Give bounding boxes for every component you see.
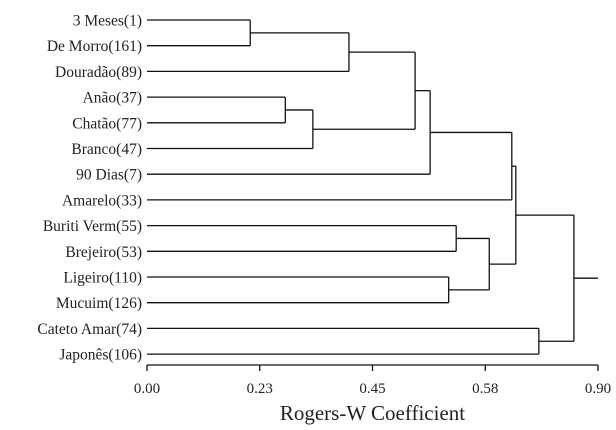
x-axis-ticks: 0.00 0.23 0.45 0.58 0.90 <box>134 365 611 397</box>
leaf-labels: 3 Meses(1) De Morro(161) Douradão(89) Anão(… <box>37 13 142 364</box>
leaf-label: Douradão(89) <box>55 64 142 81</box>
x-tick-label: 0.23 <box>247 381 273 397</box>
leaf-label: 90 Dias(7) <box>76 167 142 184</box>
leaf-label: Cateto Amar(74) <box>37 321 142 338</box>
x-tick-label: 0.45 <box>359 381 385 397</box>
leaf-label: 3 Meses(1) <box>73 13 142 30</box>
leaf-label: Chatão(77) <box>72 115 142 132</box>
x-axis-title: Rogers-W Coefficient <box>280 401 465 425</box>
x-tick-label: 0.90 <box>585 381 611 397</box>
leaf-label: Anão(37) <box>83 90 142 107</box>
leaf-label: Amarelo(33) <box>62 192 142 209</box>
leaf-label: Mucuim(126) <box>56 295 142 312</box>
leaf-label: Branco(47) <box>71 141 142 158</box>
leaf-label: Japonês(106) <box>59 347 142 364</box>
leaf-label: Ligeiro(110) <box>63 270 142 287</box>
x-tick-label: 0.58 <box>472 381 498 397</box>
leaf-label: Brejeiro(53) <box>65 244 142 261</box>
leaf-label: Buriti Verm(55) <box>43 218 142 235</box>
leaf-label: De Morro(161) <box>47 38 142 55</box>
x-axis: 0.00 0.23 0.45 0.58 0.90 Rogers-W Coefficien… <box>134 364 611 425</box>
x-tick-label: 0.00 <box>134 381 160 397</box>
dendrogram-branches <box>147 19 598 355</box>
